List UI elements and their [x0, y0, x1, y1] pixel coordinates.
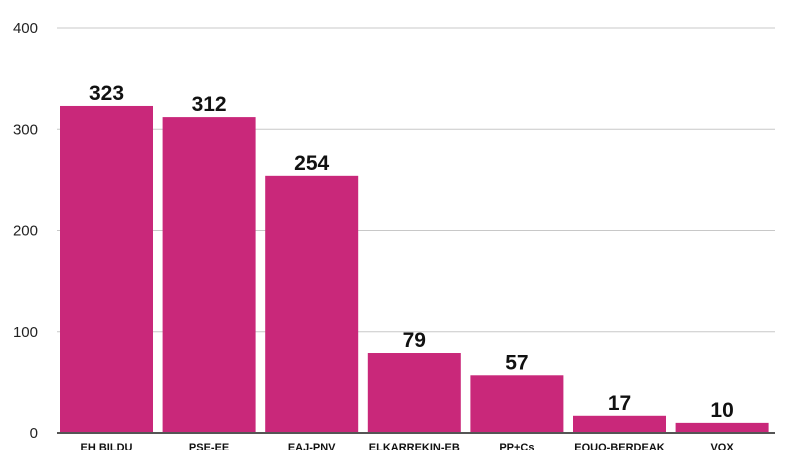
x-tick-label: EQUO-BERDEAK: [574, 442, 665, 450]
y-tick-label: 300: [13, 121, 38, 138]
bar-elkarrekin-eb: [367, 353, 461, 433]
x-tick-label: VOX: [710, 442, 734, 450]
y-tick-label: 100: [13, 324, 38, 341]
bar-pp-cs: [470, 375, 564, 433]
bar-eh-bildu: [60, 105, 153, 434]
data-label: 57: [505, 351, 528, 374]
x-tick-label: EAJ-PNV: [288, 442, 336, 450]
x-tick-label: ELKARREKIN-EB: [369, 442, 460, 450]
data-label: 312: [192, 93, 227, 116]
y-tick-label: 400: [13, 20, 38, 37]
bar-vox: [675, 422, 769, 433]
data-label: 10: [710, 399, 733, 422]
data-label: 79: [403, 329, 426, 352]
x-tick-label: EH BILDU: [81, 442, 133, 450]
y-tick-label: 0: [30, 425, 38, 442]
data-label: 323: [89, 82, 124, 105]
x-tick-label: PSE-EE: [189, 442, 229, 450]
x-tick-label: PP+Cs: [499, 442, 534, 450]
bar-pse-ee: [162, 117, 256, 433]
bar-eaj-pnv: [265, 175, 359, 433]
y-tick-label: 200: [13, 223, 38, 240]
bar-equo-berdeak: [573, 415, 666, 433]
data-label: 17: [608, 392, 631, 415]
data-label: 254: [294, 152, 329, 175]
